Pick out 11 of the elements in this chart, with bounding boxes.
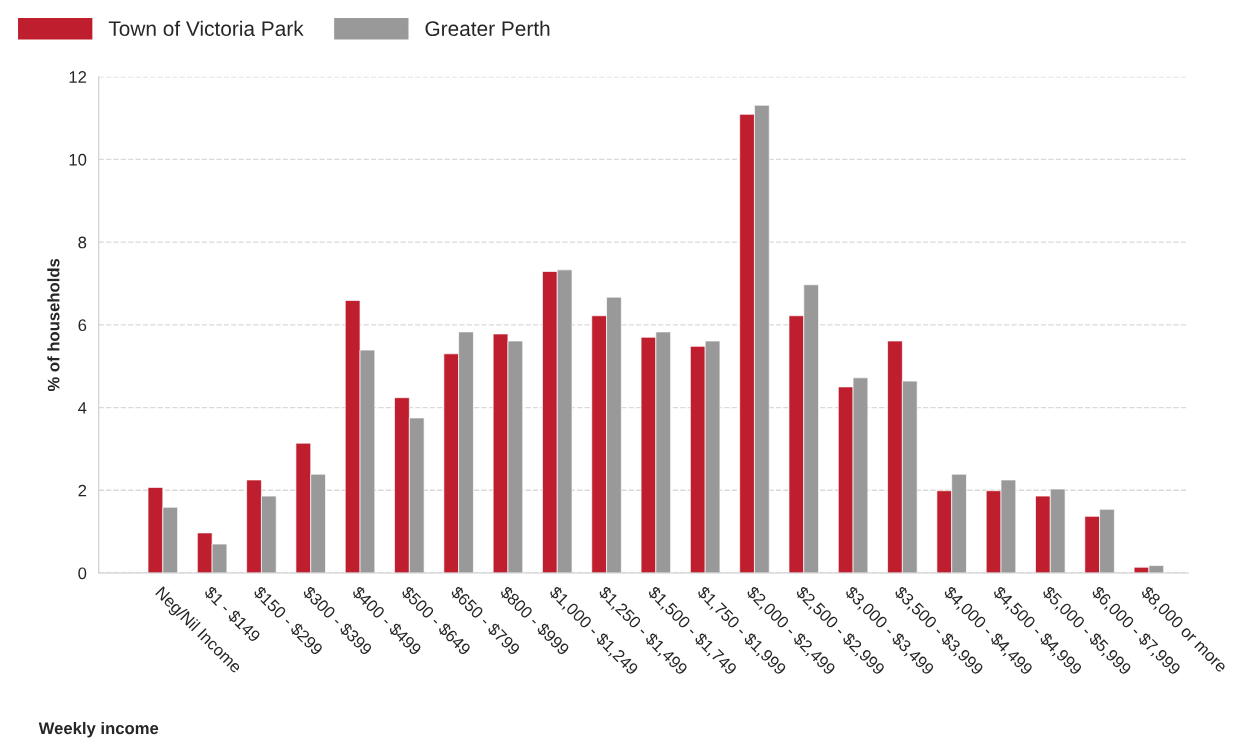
y-axis-title: % of households — [47, 258, 60, 392]
y-tick-label: 6 — [78, 319, 87, 332]
y-tick-label: 8 — [78, 236, 87, 249]
y-tick-label: 12 — [69, 71, 87, 83]
y-tick-label: 2 — [78, 484, 87, 497]
legend-label: Greater Perth — [425, 20, 550, 37]
legend-label: Town of Victoria Park — [108, 20, 304, 37]
y-tick-label: 4 — [78, 402, 87, 414]
y-tick-label: 0 — [78, 567, 87, 580]
x-axis-title: Weekly income — [38, 721, 159, 738]
y-tick-label: 10 — [69, 153, 87, 166]
